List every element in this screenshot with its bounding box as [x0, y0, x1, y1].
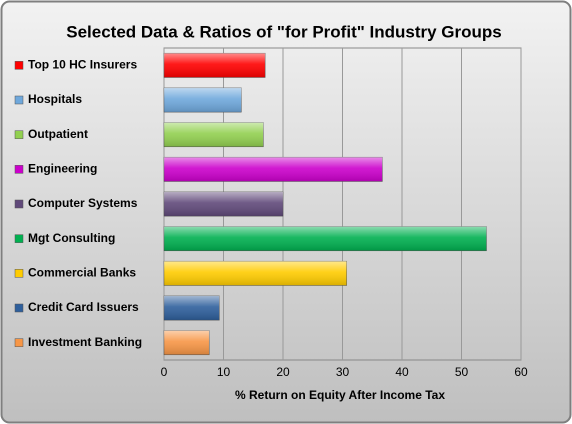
legend-swatch: [14, 95, 24, 105]
legend-swatch: [14, 199, 24, 209]
x-tick-label: 40: [395, 365, 409, 379]
bar: [163, 226, 487, 252]
bar: [163, 122, 264, 148]
y-tick-label: Computer Systems: [28, 196, 138, 210]
y-tick-label: Top 10 HC Insurers: [28, 58, 137, 72]
y-tick-label: Outpatient: [28, 127, 88, 141]
legend-swatch: [14, 234, 24, 243]
bar: [163, 260, 347, 286]
bar: [163, 52, 266, 78]
x-tick-label: 50: [455, 365, 469, 379]
y-tick-label: Credit Card Issuers: [28, 300, 139, 314]
legend-swatch: [14, 338, 24, 347]
x-tick-label: 20: [276, 365, 290, 379]
legend-swatch: [14, 303, 24, 313]
y-tick-label: Hospitals: [28, 92, 82, 106]
legend-swatch: [14, 130, 24, 139]
x-axis-label: % Return on Equity After Income Tax: [235, 388, 445, 402]
bar: [163, 295, 220, 321]
legend-swatch: [14, 269, 24, 278]
x-tick-label: 0: [161, 365, 168, 379]
bar: [163, 156, 383, 182]
y-tick-label: Commercial Banks: [28, 266, 136, 280]
legend-swatch: [14, 165, 24, 174]
y-tick-label: Engineering: [28, 162, 97, 176]
x-tick-label: 60: [514, 365, 528, 379]
x-tick-label: 30: [336, 365, 350, 379]
bar: [163, 330, 210, 356]
legend-swatch: [14, 61, 24, 70]
x-tick-label: 10: [217, 365, 231, 379]
bar: [163, 87, 242, 113]
chart-title: Selected Data & Ratios of "for Profit" I…: [66, 22, 502, 41]
bar: [163, 191, 284, 217]
y-tick-label: Investment Banking: [28, 335, 142, 349]
y-tick-label: Mgt Consulting: [28, 231, 115, 245]
